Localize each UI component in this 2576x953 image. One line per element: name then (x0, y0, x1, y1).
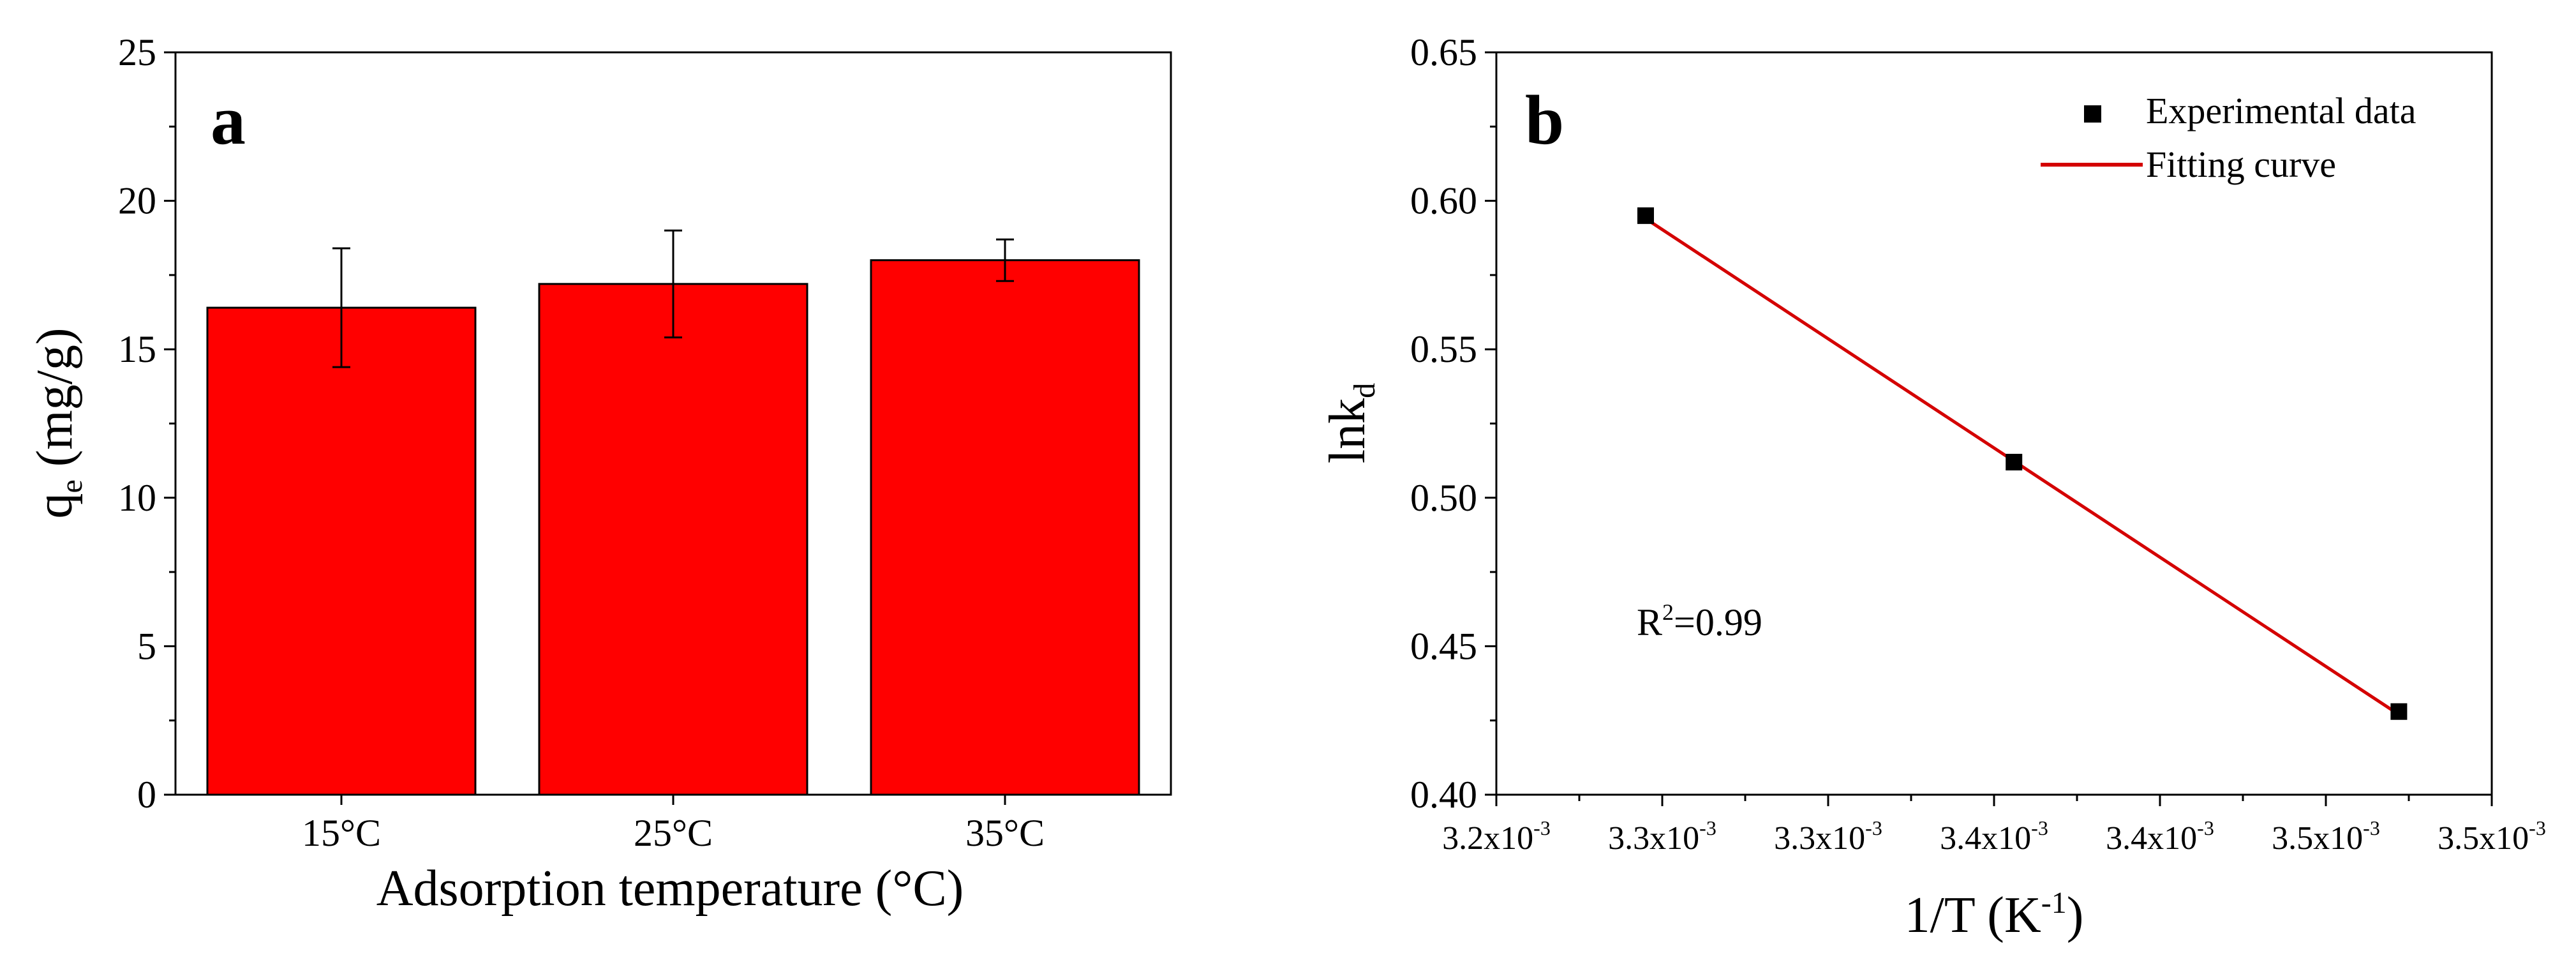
y-tick-label: 0.55 (1410, 328, 1477, 370)
x-tick-label: 3.3x10-3 (1608, 816, 1716, 857)
panel-b-x-label-rest: ) (2067, 887, 2084, 943)
panel-a-y-label-main: q (27, 493, 83, 519)
y-tick-label: 25 (118, 31, 156, 73)
y-tick-label: 0.45 (1410, 625, 1477, 667)
data-point-3 (2390, 703, 2408, 720)
panel-b-label: b (1525, 81, 1564, 159)
x-tick-label: 25°C (634, 812, 713, 854)
panel-b-plot-frame (1495, 51, 2493, 796)
y-tick-label: 0.60 (1410, 180, 1477, 222)
y-tick-label: 15 (118, 328, 156, 370)
r-squared-main: R (1637, 601, 1662, 643)
x-tick-label: 3.2x10-3 (1442, 816, 1551, 857)
y-tick-label: 0.40 (1410, 774, 1477, 816)
y-tick-label: 20 (118, 180, 156, 222)
x-tick-label: 3.5x10-3 (2438, 816, 2546, 857)
panel-a-y-axis-label: qe (mg/g) (27, 327, 89, 518)
x-tick-label: 3.4x10-3 (1940, 816, 2048, 857)
panel-b-x-label-main: 1/T (K (1905, 887, 2041, 943)
legend-label-fitting: Fitting curve (2146, 144, 2336, 185)
legend-marker-experimental (2084, 105, 2101, 123)
y-tick-label: 5 (137, 625, 156, 667)
x-tick-label: 15°C (302, 812, 381, 854)
panel-a-bar-chart: a 0 5 10 15 20 25 15°C 25°C 35°C Adsorption tem… (27, 31, 1172, 917)
r-squared-annotation: R2=0.99 (1637, 599, 1762, 643)
y-tick-label: 0 (137, 774, 156, 816)
y-tick-label: 10 (118, 477, 156, 519)
y-tick-label: 0.65 (1410, 31, 1477, 73)
panel-b-y-label-main: lnk (1320, 398, 1376, 463)
panel-a-x-axis-label: Adsorption temperature (°C) (376, 860, 964, 917)
bar-1 (206, 306, 477, 796)
x-tick-label: 3.3x10-3 (1774, 816, 1882, 857)
r-squared-sup: 2 (1662, 599, 1674, 625)
data-point-1 (1637, 207, 1654, 224)
x-tick-label: 3.5x10-3 (2272, 816, 2380, 857)
panel-b-scatter-chart: b 0.40 0.45 0.50 0.55 0.60 0.65 3.2x10-3 3.3x1… (1320, 31, 2546, 943)
bar-3 (870, 259, 1140, 796)
x-tick-label: 3.4x10-3 (2106, 816, 2214, 857)
panel-a-label: a (211, 81, 246, 159)
panel-b-legend: Experimental data Fitting curve (2041, 90, 2416, 185)
panel-a-y-label-rest: (mg/g) (27, 327, 83, 479)
legend-label-experimental: Experimental data (2146, 90, 2416, 131)
panel-b-y-axis-label: lnkd (1320, 383, 1381, 463)
panel-b-x-axis-label: 1/T (K-1) (1905, 886, 2084, 943)
r-squared-rest: =0.99 (1674, 601, 1762, 643)
x-tick-label: 35°C (965, 812, 1045, 854)
panel-b-x-label-sup: -1 (2041, 886, 2067, 920)
y-tick-label: 0.50 (1410, 477, 1477, 519)
panel-a-y-label-sub: e (55, 479, 89, 493)
bar-2 (538, 283, 808, 796)
data-point-2 (2006, 453, 2023, 470)
panel-b-y-label-sub: d (1348, 383, 1381, 398)
